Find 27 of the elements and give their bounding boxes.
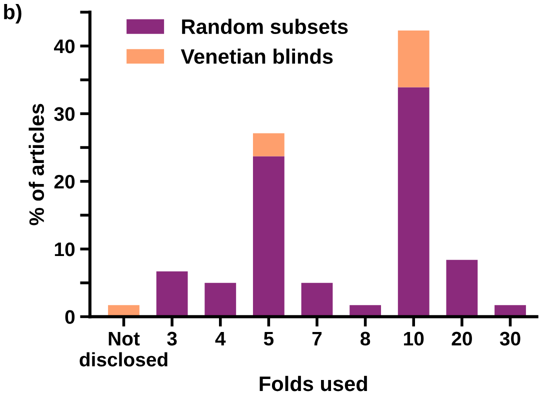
- x-tick-label: 8: [360, 332, 370, 346]
- y-tick-label: 0: [65, 310, 75, 324]
- x-tick-label: 20: [452, 332, 472, 346]
- y-tick-label: 30: [54, 107, 75, 121]
- bar: [301, 282, 333, 317]
- bar: [446, 260, 478, 317]
- bar: [398, 30, 430, 88]
- x-tick-label: 10: [404, 332, 424, 346]
- x-tick-label: 7: [312, 332, 322, 346]
- x-tick-label: 30: [500, 332, 520, 346]
- bar: [252, 133, 284, 156]
- bar: [398, 87, 430, 317]
- bar: [156, 271, 188, 317]
- y-tick-label: 40: [54, 39, 75, 54]
- legend-label: Venetian blinds: [180, 48, 333, 64]
- legend-label: Random subsets: [182, 18, 348, 34]
- bar: [204, 282, 236, 317]
- x-tick-label: Not disclosed: [80, 332, 168, 366]
- text: b): [4, 4, 22, 24]
- bar: [252, 156, 284, 317]
- y-axis-title: % of articles: [28, 104, 44, 226]
- x-tick-label: 4: [215, 332, 226, 346]
- y-tick-label: 20: [54, 174, 75, 189]
- x-tick-label: 5: [264, 332, 274, 346]
- y-tick-label: 10: [54, 242, 75, 256]
- x-axis-title: Folds used: [260, 376, 367, 392]
- x-tick-label: 3: [167, 332, 177, 346]
